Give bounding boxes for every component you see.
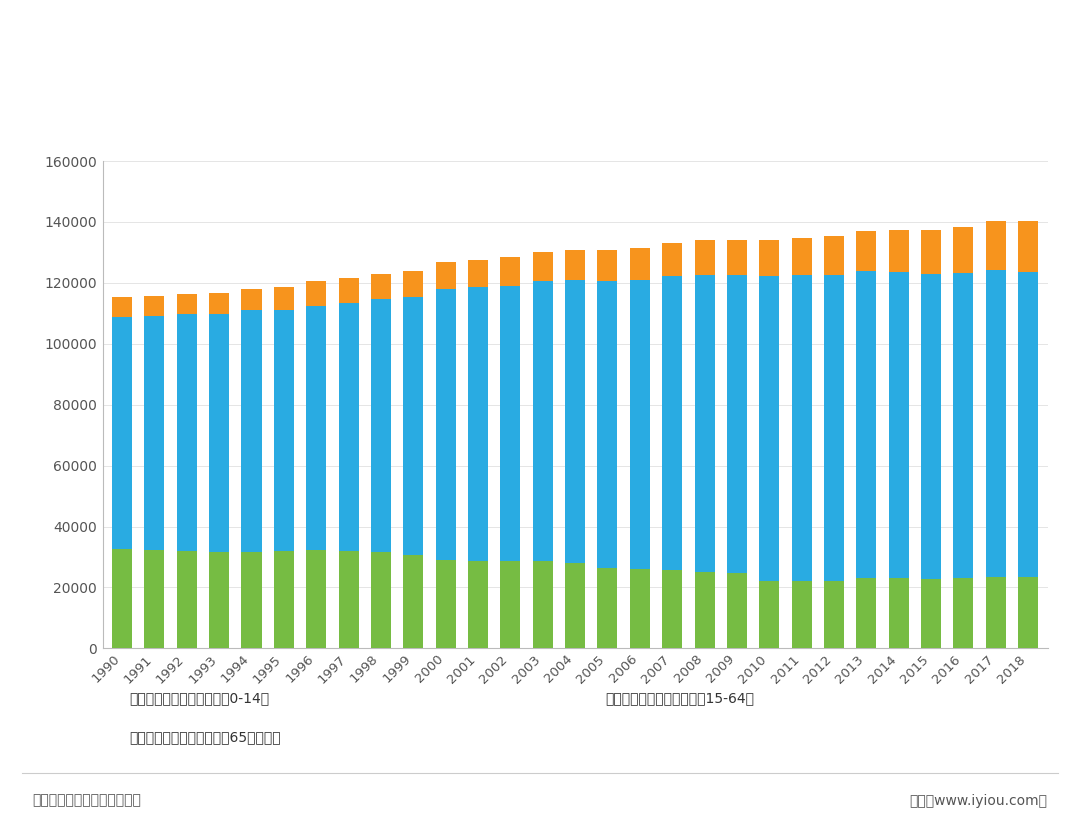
- Bar: [1018, 577, 1038, 648]
- Bar: [597, 567, 618, 648]
- Bar: [824, 275, 845, 581]
- Bar: [532, 252, 553, 281]
- Bar: [856, 578, 876, 648]
- Bar: [889, 230, 908, 273]
- Bar: [500, 286, 521, 561]
- Bar: [630, 569, 650, 648]
- Bar: [306, 306, 326, 550]
- Bar: [727, 240, 747, 274]
- Bar: [856, 231, 876, 272]
- Bar: [145, 296, 164, 316]
- Bar: [468, 287, 488, 561]
- Bar: [370, 552, 391, 648]
- Bar: [662, 570, 683, 648]
- Bar: [306, 550, 326, 648]
- Bar: [500, 561, 521, 648]
- Bar: [565, 280, 585, 563]
- Bar: [694, 240, 715, 275]
- Bar: [112, 549, 132, 648]
- Bar: [145, 316, 164, 550]
- Bar: [856, 272, 876, 578]
- Bar: [694, 275, 715, 572]
- Bar: [694, 572, 715, 648]
- Bar: [435, 263, 456, 289]
- Bar: [921, 230, 941, 273]
- Bar: [759, 240, 780, 276]
- Bar: [112, 297, 132, 316]
- Bar: [403, 271, 423, 297]
- Bar: [759, 276, 780, 581]
- Bar: [792, 581, 812, 648]
- Bar: [921, 273, 941, 579]
- Bar: [274, 551, 294, 648]
- Bar: [370, 273, 391, 299]
- Bar: [792, 238, 812, 275]
- Bar: [630, 280, 650, 569]
- Bar: [338, 302, 359, 551]
- Bar: [662, 276, 683, 570]
- Bar: [403, 297, 423, 554]
- Bar: [242, 552, 261, 648]
- Bar: [954, 227, 973, 273]
- Bar: [210, 314, 229, 552]
- Text: 来源：国家统计局，亿欧智库: 来源：国家统计局，亿欧智库: [32, 794, 141, 808]
- Bar: [889, 273, 908, 578]
- Bar: [532, 562, 553, 648]
- Bar: [242, 311, 261, 552]
- Bar: [274, 287, 294, 310]
- Text: 人口结构：总占人口比例：15-64岁: 人口结构：总占人口比例：15-64岁: [605, 691, 754, 705]
- Bar: [338, 278, 359, 302]
- Bar: [565, 249, 585, 280]
- Bar: [532, 281, 553, 562]
- Bar: [435, 289, 456, 560]
- Bar: [370, 299, 391, 552]
- Bar: [759, 581, 780, 648]
- Bar: [403, 554, 423, 648]
- Bar: [662, 243, 683, 276]
- Bar: [727, 573, 747, 648]
- Bar: [986, 221, 1005, 269]
- Bar: [954, 273, 973, 578]
- Bar: [954, 578, 973, 648]
- Bar: [792, 275, 812, 581]
- Bar: [338, 551, 359, 648]
- Bar: [1018, 272, 1038, 577]
- Text: 人口结构：总占人口比例：65岁及以上: 人口结构：总占人口比例：65岁及以上: [130, 730, 281, 743]
- Bar: [597, 281, 618, 567]
- Bar: [210, 292, 229, 314]
- Bar: [468, 259, 488, 287]
- Bar: [177, 315, 197, 551]
- Bar: [597, 250, 618, 281]
- Bar: [986, 577, 1005, 648]
- Bar: [889, 578, 908, 648]
- Bar: [210, 552, 229, 648]
- Text: 亿欧（www.iyiou.com）: 亿欧（www.iyiou.com）: [909, 794, 1048, 808]
- Text: 人口结构：总占人口比例：0-14岁: 人口结构：总占人口比例：0-14岁: [130, 691, 270, 705]
- Text: IYIOU·COM: IYIOU·COM: [103, 59, 144, 69]
- Bar: [1018, 221, 1038, 272]
- Bar: [468, 561, 488, 648]
- Bar: [565, 563, 585, 648]
- Bar: [177, 294, 197, 315]
- Bar: [306, 282, 326, 306]
- Bar: [242, 289, 261, 311]
- Bar: [500, 257, 521, 286]
- Bar: [112, 316, 132, 549]
- Bar: [921, 579, 941, 648]
- Text: 总人口和各年龄段分布占比: 总人口和各年龄段分布占比: [178, 31, 378, 59]
- Bar: [824, 581, 845, 648]
- Bar: [824, 236, 845, 275]
- Bar: [177, 551, 197, 648]
- Bar: [274, 310, 294, 551]
- Bar: [727, 274, 747, 573]
- Bar: [630, 248, 650, 280]
- Text: 亿欧: 亿欧: [103, 25, 124, 43]
- Bar: [986, 269, 1005, 577]
- Bar: [435, 560, 456, 648]
- Bar: [145, 550, 164, 648]
